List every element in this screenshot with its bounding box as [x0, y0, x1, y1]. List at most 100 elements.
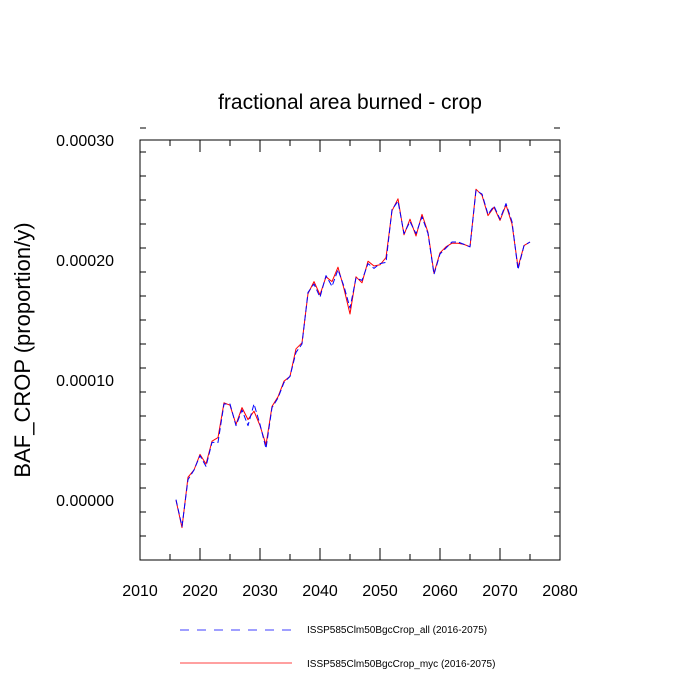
data-point-all [307, 292, 308, 293]
data-point-all [343, 286, 344, 287]
data-point-myc [379, 264, 380, 265]
data-point-myc [409, 219, 410, 220]
data-point-myc [337, 267, 338, 268]
data-point-all [445, 247, 446, 248]
x-tick-label: 2050 [362, 583, 398, 600]
data-point-all [181, 526, 182, 527]
data-point-all [295, 352, 296, 353]
series-layer [175, 188, 531, 529]
data-point-all [235, 425, 236, 426]
data-point-myc [211, 441, 212, 442]
data-point-myc [367, 261, 368, 262]
series-line-myc [175, 188, 531, 529]
data-point-myc [499, 220, 500, 221]
data-point-all [199, 455, 200, 456]
data-point-all [289, 376, 290, 377]
data-point-all [409, 221, 410, 222]
y-tick-label: 0.00020 [56, 253, 114, 270]
data-point-all [175, 499, 176, 500]
data-point-all [283, 382, 284, 383]
data-point-all [205, 466, 206, 467]
data-point-all [193, 469, 194, 470]
y-tick-label: 0.00010 [56, 373, 114, 390]
x-tick-label: 2020 [182, 583, 218, 600]
data-point-all [277, 397, 278, 398]
x-tick-label: 2040 [302, 583, 338, 600]
data-point-all [397, 201, 398, 202]
data-point-all [319, 297, 320, 298]
data-point-all [367, 263, 368, 264]
data-point-all [187, 479, 188, 480]
chart-title: fractional area burned - crop [218, 91, 482, 114]
data-point-myc [205, 463, 206, 464]
data-point-all [241, 409, 242, 410]
data-point-myc [403, 234, 404, 235]
data-point-all [325, 275, 326, 276]
data-point-all [271, 407, 272, 408]
legend-label-myc: ISSP585Clm50BgcCrop_myc (2016-2075) [307, 659, 495, 670]
data-point-myc [181, 527, 182, 528]
data-point-all [529, 241, 530, 242]
data-point-all [247, 425, 248, 426]
y-tick-label: 0.00000 [56, 493, 114, 510]
data-point-all [421, 216, 422, 217]
data-point-all [223, 403, 224, 404]
x-tick-label: 2030 [242, 583, 278, 600]
axis-ticks [139, 127, 561, 561]
data-point-all [481, 193, 482, 194]
data-point-all [499, 219, 500, 220]
data-point-myc [187, 477, 188, 478]
data-point-all [487, 214, 488, 215]
data-point-myc [457, 243, 458, 244]
data-point-myc [475, 189, 476, 190]
data-point-all [349, 307, 350, 308]
data-point-all [301, 343, 302, 344]
data-point-all [511, 221, 512, 222]
data-point-all [265, 448, 266, 449]
data-point-all [457, 241, 458, 242]
data-point-all [379, 263, 380, 264]
data-point-all [463, 244, 464, 245]
data-point-all [355, 277, 356, 278]
data-point-all [217, 442, 218, 443]
data-point-all [361, 280, 362, 281]
data-point-all [313, 283, 314, 284]
data-point-myc [253, 411, 254, 412]
data-point-all [211, 442, 212, 443]
data-point-all [415, 233, 416, 234]
data-point-myc [361, 282, 362, 283]
legend-label-all: ISSP585Clm50BgcCrop_all (2016-2075) [307, 625, 487, 636]
data-point-all [493, 205, 494, 206]
data-point-myc [373, 265, 374, 266]
data-point-all [403, 233, 404, 234]
data-point-myc [295, 348, 296, 349]
data-point-all [505, 203, 506, 204]
data-point-myc [223, 402, 224, 403]
data-point-myc [199, 454, 200, 455]
data-point-all [385, 262, 386, 263]
data-point-all [259, 424, 260, 425]
data-point-all [451, 241, 452, 242]
data-point-myc [487, 215, 488, 216]
data-point-myc [397, 198, 398, 199]
data-point-all [373, 268, 374, 269]
data-point-myc [511, 223, 512, 224]
series-line-all [175, 189, 531, 527]
data-point-all [439, 253, 440, 254]
data-point-myc [247, 419, 248, 420]
data-point-myc [349, 313, 350, 314]
data-point-all [517, 269, 518, 270]
data-point-myc [355, 276, 356, 277]
data-point-all [253, 403, 254, 404]
plot-border [139, 139, 561, 561]
plot-frame [139, 139, 561, 561]
data-point-myc [241, 407, 242, 408]
x-tick-label: 2070 [482, 583, 518, 600]
data-point-all [229, 403, 230, 404]
x-tick-label: 2080 [542, 583, 578, 600]
x-tick-label: 2010 [122, 583, 158, 600]
data-point-all [523, 245, 524, 246]
data-point-all [475, 190, 476, 191]
x-tick-label: 2060 [422, 583, 458, 600]
